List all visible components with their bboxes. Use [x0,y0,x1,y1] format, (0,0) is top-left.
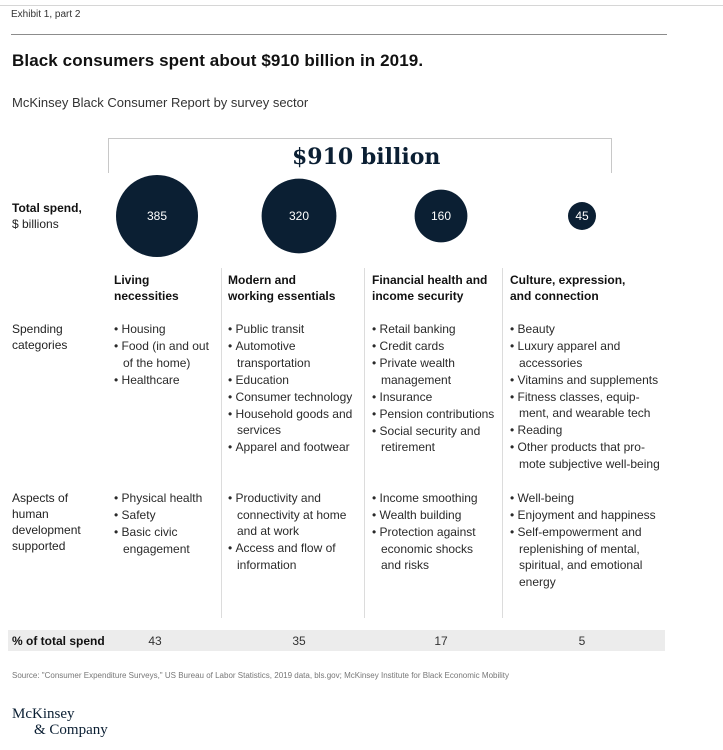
logo-line-2: & Company [34,722,108,738]
row-label-aspects-2: human [12,507,49,521]
list-item: Private wealth management [372,355,502,388]
list-item: Beauty [510,321,668,338]
chart-title: Black consumers spent about $910 billion… [12,51,424,70]
column-head-culture: Culture, expression, and connection [510,272,645,304]
list-item: Income smoothing [372,490,492,507]
logo-line-1: McKinsey [12,706,75,722]
column-head-line: income security [372,289,464,303]
list-item: Healthcare [114,372,214,389]
spending-list-modern: Public transit Automotive transportation… [228,321,362,456]
list-item: Credit cards [372,338,502,355]
list-item: Retail banking [372,321,502,338]
bubble-value-label: 160 [431,209,451,223]
list-item: Social security and retirement [372,423,502,456]
row-label-aspects-1: Aspects of [12,491,69,505]
list-item: Apparel and footwear [228,439,362,456]
spending-list-living: Housing Food (in and out of the home) He… [114,321,214,389]
column-head-line: working essentials [228,289,336,303]
total-spend-label: $910 billion [292,144,441,170]
list-item: Basic civic engagement [114,524,214,557]
list-item: Automotive transportation [228,338,362,371]
pct-value-financial: 17 [434,634,448,648]
list-item: Housing [114,321,214,338]
source-note: Source: "Consumer Expenditure Surveys," … [12,671,510,680]
bubble-modern [261,178,337,254]
bubble-culture [568,202,596,230]
column-head-line: Modern and [228,273,296,287]
spending-list-financial: Retail banking Credit cards Private weal… [372,321,502,456]
top-rule [0,5,723,6]
bubble-value-label: 320 [289,209,309,223]
list-item: Self-empowerment and replenishing of men… [510,524,660,590]
list-item: Public transit [228,321,362,338]
aspects-list-modern: Productivity and connectivity at home an… [228,490,356,574]
list-item: Protection against economic shocks and r… [372,524,492,574]
list-item: Fitness classes, equip-ment, and wearabl… [510,389,668,422]
aspects-list-financial: Income smoothing Wealth building Protect… [372,490,492,574]
list-item: Vitamins and supplements [510,372,668,389]
row-label-aspects-3: development [12,523,81,537]
column-divider [221,268,222,618]
list-item: Safety [114,507,214,524]
column-head-line: and connection [510,289,599,303]
title-rule [11,34,667,35]
column-head-living: Living necessities [114,272,249,304]
list-item: Luxury apparel and accessories [510,338,668,371]
pct-value-living: 43 [148,634,162,648]
column-head-line: Financial health and [372,273,488,287]
aspects-list-culture: Well-being Enjoyment and happiness Self-… [510,490,660,591]
list-item: Wealth building [372,507,492,524]
chart-subtitle: McKinsey Black Consumer Report by survey… [12,95,309,110]
row-label-total-spend-title: Total spend, [12,201,82,215]
list-item: Reading [510,422,668,439]
total-bracket [108,138,612,173]
row-label-spending-1: Spending [12,322,63,336]
list-item: Consumer technology [228,389,362,406]
pct-value-modern: 35 [292,634,306,648]
aspects-list-living: Physical health Safety Basic civic engag… [114,490,214,558]
list-item: Insurance [372,389,502,406]
row-label-spending-2: categories [12,338,68,352]
column-divider [364,268,365,618]
list-item: Productivity and connectivity at home an… [228,490,356,540]
spending-list-culture: Beauty Luxury apparel and accessories Vi… [510,321,668,473]
bubble-chart: 385 320 160 45 [116,175,596,257]
row-label-aspects: Aspects of human development supported [12,490,107,554]
column-divider [502,268,503,618]
exhibit-label: Exhibit 1, part 2 [11,9,81,20]
column-head-line: Culture, expression, [510,273,626,287]
bubble-living [116,175,198,257]
column-head-line: necessities [114,289,179,303]
list-item: Enjoyment and happiness [510,507,660,524]
list-item: Household goods and services [228,406,362,439]
row-label-aspects-4: supported [12,539,66,553]
bubble-financial [414,189,468,243]
bubble-value-label: 45 [575,209,589,223]
list-item: Other products that pro-mote subjective … [510,439,668,472]
row-label-spending-categories: Spending categories [12,321,107,353]
bubble-value-label: 385 [147,209,167,223]
list-item: Physical health [114,490,214,507]
list-item: Education [228,372,362,389]
list-item: Access and flow of information [228,540,356,573]
mckinsey-logo: McKinsey & Company [12,706,108,738]
list-item: Food (in and out of the home) [114,338,214,371]
list-item: Pension contributions [372,406,502,423]
column-head-line: Living [114,273,150,287]
row-label-total-spend: Total spend, $ billions [12,200,107,232]
column-head-financial: Financial health and income security [372,272,507,304]
pct-total-label: % of total spend [12,634,105,648]
list-item: Well-being [510,490,660,507]
pct-total-bar [8,630,665,651]
column-head-modern: Modern and working essentials [228,272,363,304]
row-label-total-spend-unit: $ billions [12,217,59,231]
pct-value-culture: 5 [578,634,586,648]
